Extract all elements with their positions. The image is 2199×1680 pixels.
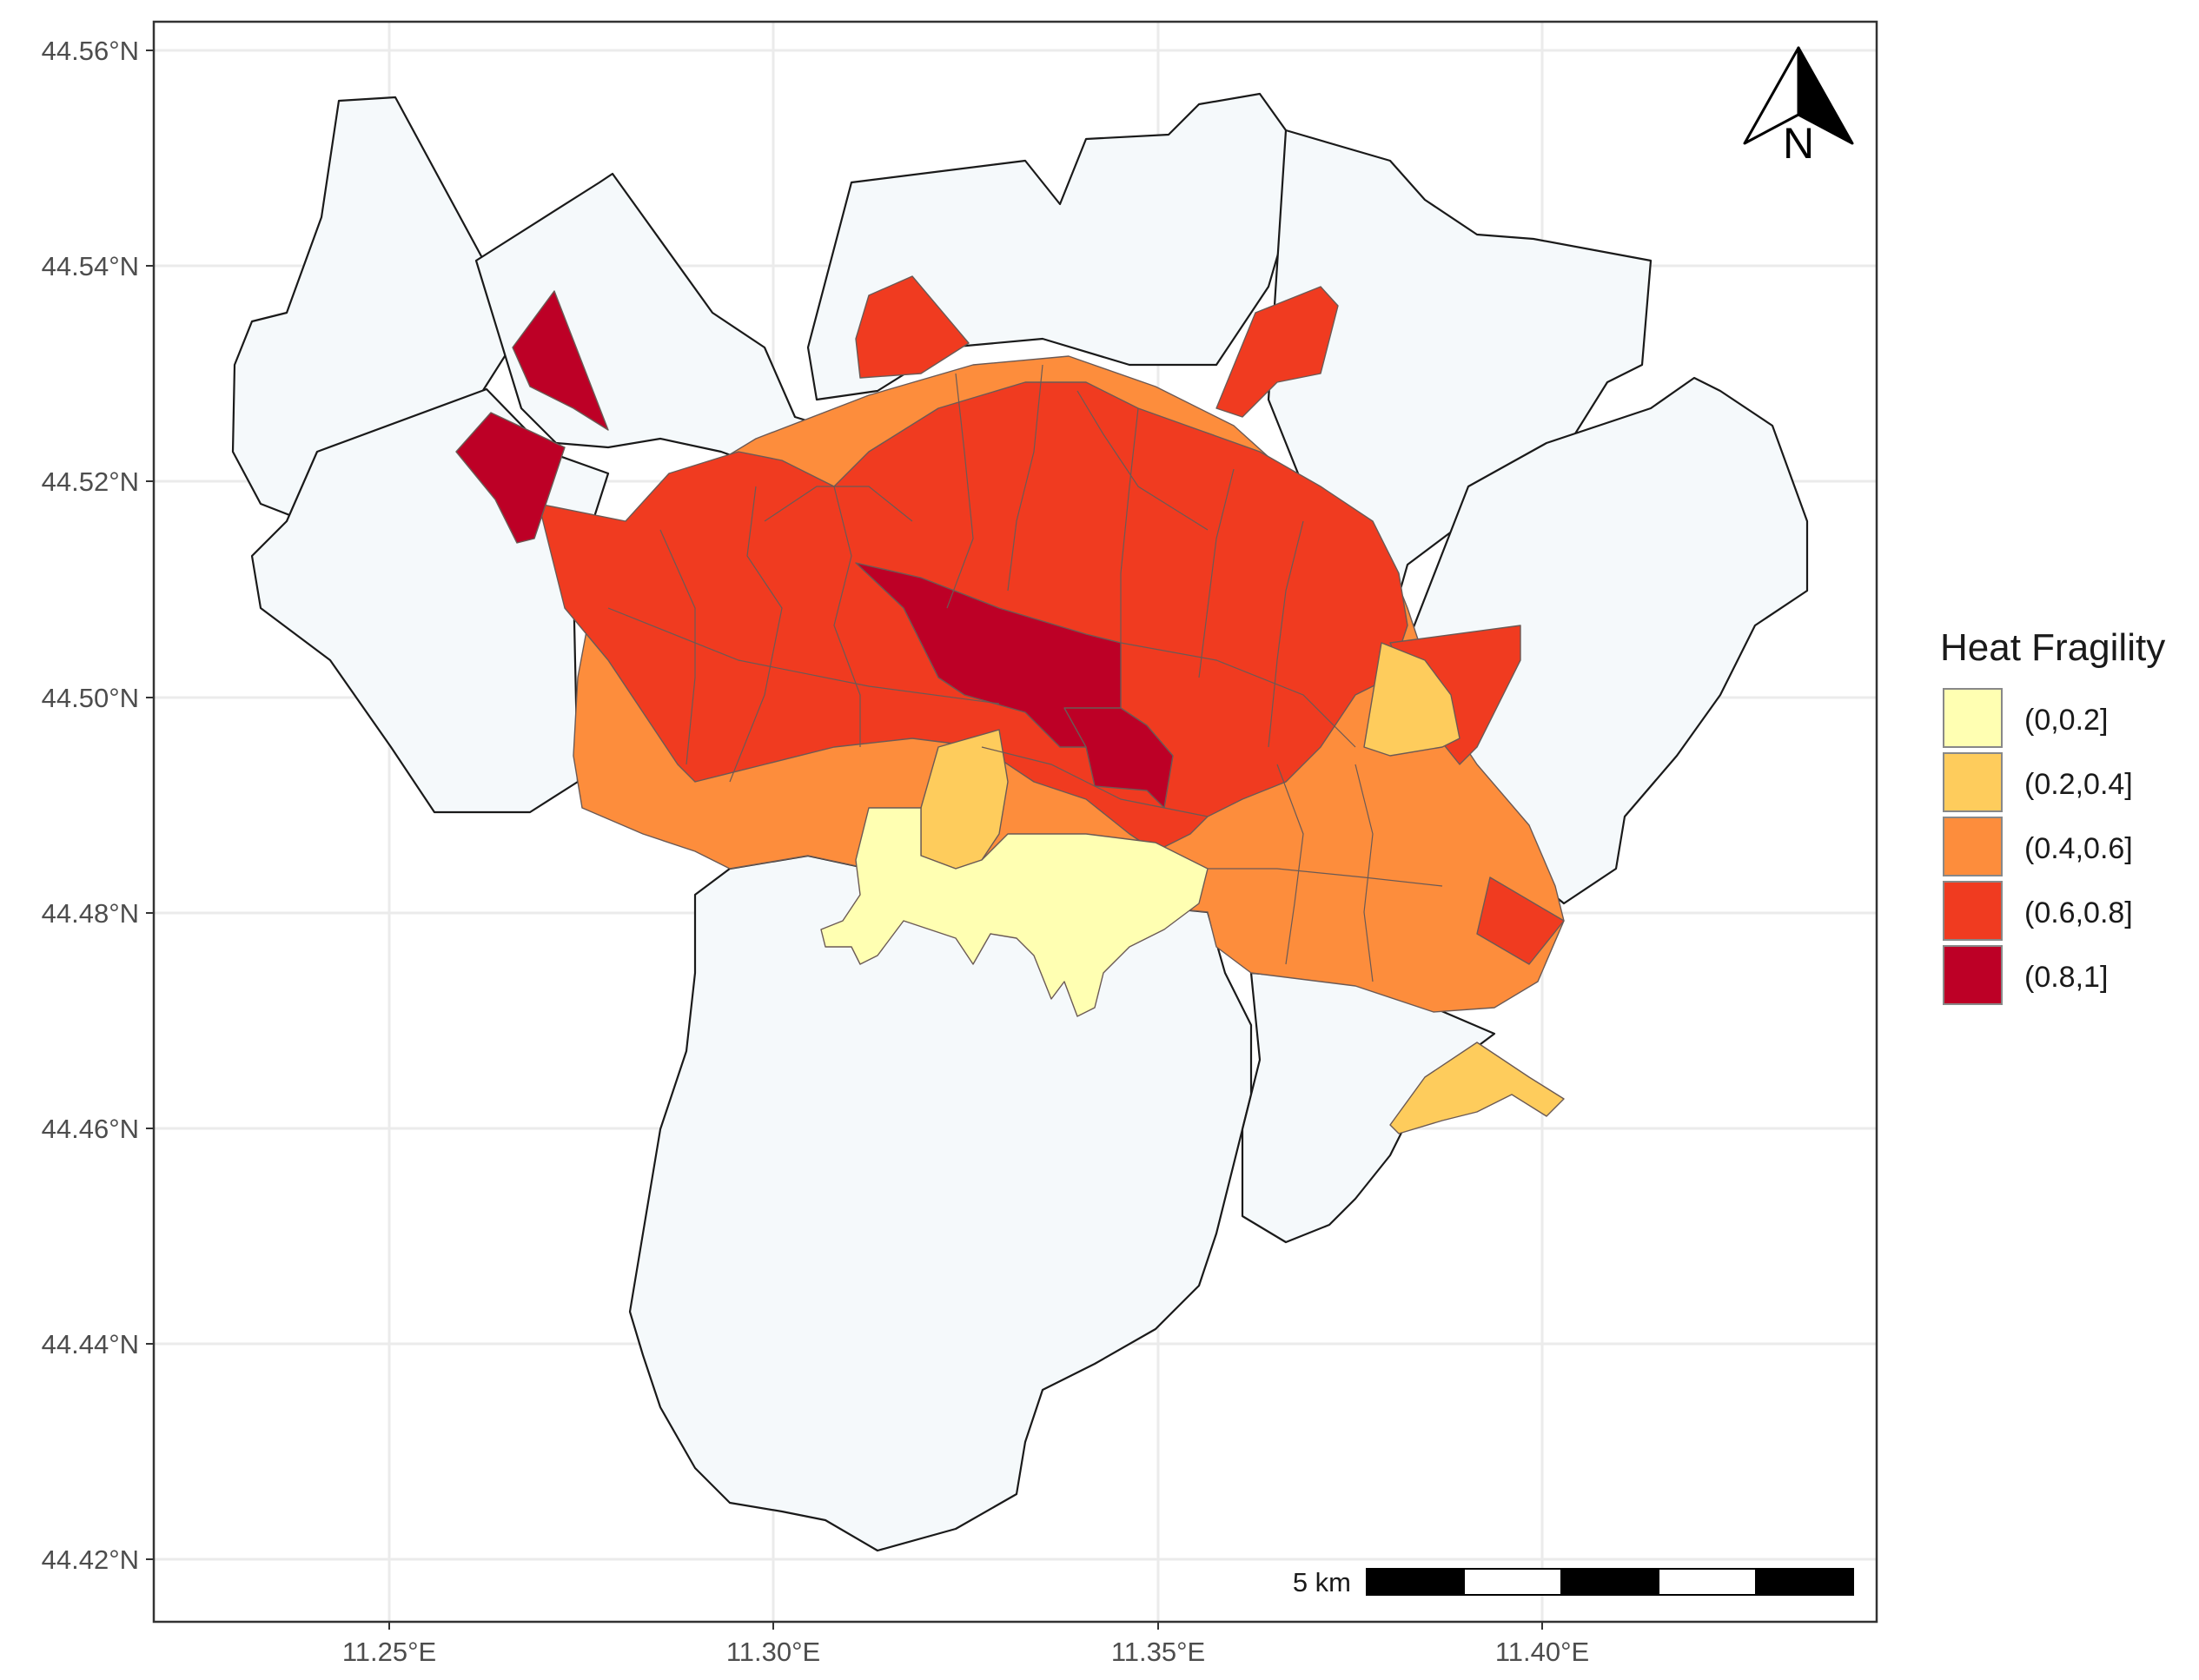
y-tick-label: 44.46°N — [42, 1114, 139, 1144]
north-arrow-right-half — [1797, 46, 1854, 145]
boundary-line-7 — [1198, 468, 1235, 678]
y-tick-labels: 44.56°N 44.54°N 44.52°N 44.50°N 44.48°N … — [42, 36, 139, 1575]
zone-class-0-0-2-south — [820, 807, 1209, 1017]
legend-label: (0.4,0.6] — [2024, 832, 2133, 865]
boundary-line-9 — [607, 607, 1000, 704]
zone-class-0-8-1-northwest-b — [455, 412, 566, 544]
x-tick-label: 11.30°E — [726, 1637, 820, 1667]
y-tick-label: 44.54°N — [42, 251, 139, 281]
legend-item: (0.6,0.8] — [1943, 881, 2133, 941]
legend-item: (0.4,0.6] — [1943, 817, 2133, 876]
north-arrow-letter: N — [1783, 119, 1814, 168]
boundary-line-16 — [1076, 390, 1209, 531]
boundary-line-11 — [1276, 764, 1304, 965]
boundary-line-13 — [1208, 868, 1443, 887]
legend-swatch — [1943, 752, 2003, 812]
legend-item: (0.2,0.4] — [1943, 752, 2133, 812]
legend-label: (0,0.2] — [2024, 704, 2108, 737]
zone-class-0-2-0-4-east — [1363, 642, 1460, 757]
legend-label: (0.6,0.8] — [2024, 896, 2133, 929]
zone-class-0-6-0-8-northeast-spike — [1215, 286, 1339, 418]
boundary-line-3 — [833, 486, 861, 747]
y-tick-label: 44.44°N — [42, 1329, 139, 1359]
x-tick-labels: 11.25°E 11.30°E 11.35°E 11.40°E — [342, 1637, 1589, 1667]
boundary-line-6 — [1120, 407, 1139, 643]
scale-bar-segment — [1755, 1568, 1854, 1596]
boundary-line-5 — [1007, 364, 1043, 592]
scale-bar: 5 km — [1293, 1567, 1854, 1597]
boundary-line-8 — [1268, 520, 1304, 748]
scale-bar-segment — [1366, 1568, 1465, 1596]
boundary-line-12 — [1355, 764, 1374, 982]
north-arrow: N — [1743, 46, 1854, 168]
legend-item: (0,0.2] — [1943, 688, 2108, 748]
boundary-line-4 — [946, 373, 974, 609]
legend-swatch — [1943, 881, 2003, 941]
y-tick-label: 44.50°N — [42, 683, 139, 713]
x-tick-label: 11.40°E — [1495, 1637, 1589, 1667]
legend-label: (0.8,1] — [2024, 961, 2108, 994]
scale-bar-segment — [1658, 1568, 1757, 1596]
y-tick-label: 44.52°N — [42, 466, 139, 497]
zone-class-0-2-0-4-southeast — [1389, 1042, 1565, 1134]
boundary-line-15 — [764, 486, 913, 522]
scale-bar-segment — [1463, 1568, 1562, 1596]
internal-boundaries — [607, 364, 1443, 982]
x-tick-label: 11.25°E — [342, 1637, 436, 1667]
y-tick-label: 44.56°N — [42, 36, 139, 66]
legend-swatch — [1943, 688, 2003, 748]
y-axis — [146, 50, 154, 1560]
boundary-line-10 — [1120, 642, 1356, 748]
scale-bar-segment — [1560, 1568, 1659, 1596]
boundary-line-14 — [981, 746, 1209, 817]
legend-swatch — [1943, 817, 2003, 876]
x-axis — [388, 1622, 1543, 1630]
y-tick-label: 44.48°N — [42, 898, 139, 929]
legend-item: (0.8,1] — [1943, 945, 2108, 1005]
fragility-zones — [455, 275, 1565, 1134]
x-tick-label: 11.35°E — [1111, 1637, 1205, 1667]
boundary-line-2 — [729, 486, 783, 783]
zone-class-0-6-0-8-southeast — [1476, 876, 1565, 965]
legend-swatch — [1943, 945, 2003, 1005]
legend-label: (0.2,0.4] — [2024, 768, 2133, 801]
legend-title: Heat Fragility — [1940, 626, 2165, 669]
scale-bar-label: 5 km — [1293, 1567, 1351, 1597]
map-frame — [152, 20, 1878, 1624]
zone-class-0-8-1-northwest-a — [512, 290, 609, 431]
legend: Heat Fragility (0,0.2] (0.2,0.4] (0.4,0.… — [1940, 626, 2165, 1005]
zone-class-0-6-0-8-north-spike — [855, 275, 970, 379]
y-tick-label: 44.42°N — [42, 1544, 139, 1575]
